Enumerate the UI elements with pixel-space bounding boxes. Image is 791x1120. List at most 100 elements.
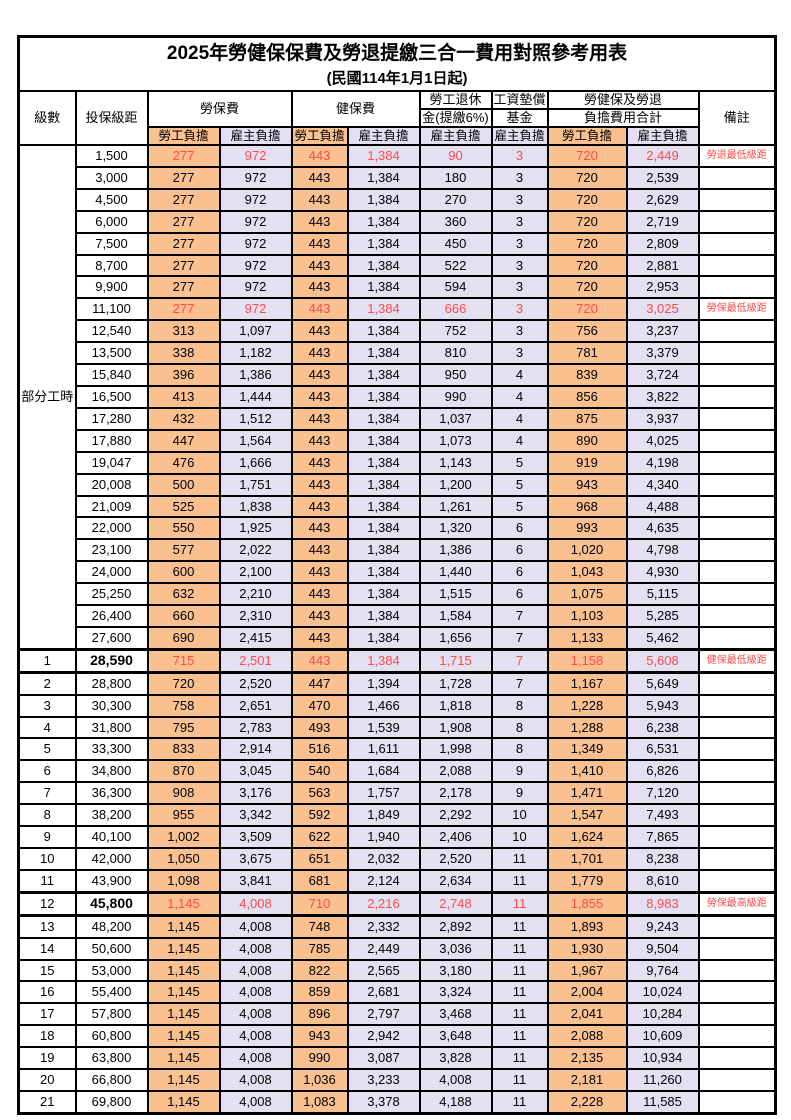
health-employee-cell: 443 bbox=[290, 165, 349, 190]
health-employee-cell: 443 bbox=[290, 538, 349, 563]
note-cell bbox=[697, 980, 777, 1005]
fund-employer-cell: 3 bbox=[490, 231, 549, 256]
labor-employer-cell: 1,444 bbox=[218, 384, 293, 409]
total-employer-cell: 2,449 bbox=[625, 144, 700, 168]
pension-employer-cell: 990 bbox=[418, 384, 493, 409]
table-row: 4,500 277 972 443 1,384 270 3 720 2,629 bbox=[19, 187, 777, 212]
note-cell: 健保最低級距 bbox=[697, 647, 777, 674]
pension-employer-cell: 450 bbox=[418, 231, 493, 256]
title-cell: 2025年勞健保保費及勞退提繳三合一費用對照參考用表 (民國114年1月1日起) bbox=[17, 35, 777, 92]
labor-employee-cell: 1,145 bbox=[146, 1024, 221, 1049]
bracket-cell: 69,800 bbox=[74, 1089, 149, 1115]
table-row: 13,500 338 1,182 443 1,384 810 3 781 3,379 bbox=[19, 341, 777, 366]
note-cell bbox=[697, 715, 777, 740]
labor-employer-cell: 972 bbox=[218, 209, 293, 234]
header-row-1: 級數 投保級距 勞保費 健保費 勞工退休 工資墊償 勞健保及勞退 備註 bbox=[17, 90, 777, 146]
health-employer-cell: 3,087 bbox=[346, 1046, 421, 1071]
health-employer-cell: 1,384 bbox=[346, 144, 421, 168]
labor-employer-cell: 972 bbox=[218, 187, 293, 212]
health-employer-cell: 1,384 bbox=[346, 516, 421, 541]
labor-employee-cell: 833 bbox=[146, 737, 221, 762]
health-employer-cell: 1,466 bbox=[346, 693, 421, 718]
health-employer-cell: 1,384 bbox=[346, 560, 421, 585]
health-employer-cell: 1,384 bbox=[346, 231, 421, 256]
total-employee-cell: 720 bbox=[546, 187, 628, 212]
total-employee-cell: 1,471 bbox=[546, 781, 628, 806]
fund-employer-cell: 3 bbox=[490, 253, 549, 278]
pension-employer-cell: 1,908 bbox=[418, 715, 493, 740]
labor-employer-cell: 1,838 bbox=[218, 494, 293, 519]
level-cell: 13 bbox=[17, 914, 77, 939]
level-cell: 20 bbox=[17, 1068, 77, 1092]
note-cell: 勞保最低級距 bbox=[697, 297, 777, 322]
subheader-pension-employer: 雇主負擔 bbox=[418, 126, 493, 146]
subheader-labor-employer: 雇主負擔 bbox=[218, 126, 293, 146]
labor-employee-cell: 795 bbox=[146, 715, 221, 740]
note-cell bbox=[697, 406, 777, 431]
labor-employer-cell: 4,008 bbox=[218, 1068, 293, 1092]
labor-employer-cell: 2,520 bbox=[218, 671, 293, 696]
table-row: 14 50,600 1,145 4,008 785 2,449 3,036 11 1,930 9,… bbox=[17, 936, 777, 961]
page-subtitle: (民國114年1月1日起) bbox=[326, 70, 468, 87]
pension-employer-cell: 3,648 bbox=[418, 1024, 493, 1049]
health-employee-cell: 470 bbox=[290, 693, 349, 718]
total-employee-cell: 2,228 bbox=[546, 1089, 628, 1115]
bracket-cell: 17,280 bbox=[74, 406, 149, 431]
level-cell: 11 bbox=[17, 868, 77, 894]
total-employer-cell: 5,115 bbox=[625, 582, 700, 607]
table-row: 5 33,300 833 2,914 516 1,611 1,998 8 1,349 6,531 bbox=[17, 737, 777, 762]
note-cell bbox=[697, 165, 777, 190]
health-employer-cell: 1,384 bbox=[346, 472, 421, 497]
health-employee-cell: 651 bbox=[290, 847, 349, 871]
health-employee-cell: 443 bbox=[290, 406, 349, 431]
health-employer-cell: 2,124 bbox=[346, 868, 421, 894]
labor-employee-cell: 1,145 bbox=[146, 914, 221, 939]
pension-employer-cell: 810 bbox=[418, 341, 493, 366]
labor-employee-cell: 1,002 bbox=[146, 825, 221, 849]
labor-employee-cell: 660 bbox=[146, 604, 221, 628]
total-employee-cell: 2,004 bbox=[546, 980, 628, 1005]
total-employee-cell: 720 bbox=[546, 231, 628, 256]
pension-employer-cell: 594 bbox=[418, 275, 493, 300]
labor-employer-cell: 4,008 bbox=[218, 890, 293, 917]
bracket-cell: 15,840 bbox=[74, 363, 149, 387]
total-employer-cell: 3,937 bbox=[625, 406, 700, 431]
health-employer-cell: 1,384 bbox=[346, 253, 421, 278]
note-cell bbox=[697, 847, 777, 871]
total-employee-cell: 720 bbox=[546, 144, 628, 168]
health-employer-cell: 1,384 bbox=[346, 363, 421, 387]
labor-employee-cell: 277 bbox=[146, 144, 221, 168]
fund-employer-cell: 5 bbox=[490, 472, 549, 497]
bracket-cell: 20,008 bbox=[74, 472, 149, 497]
table-row: 3,000 277 972 443 1,384 180 3 720 2,539 bbox=[19, 165, 777, 190]
total-employer-cell: 2,953 bbox=[625, 275, 700, 300]
health-employer-cell: 1,940 bbox=[346, 825, 421, 849]
pension-employer-cell: 1,440 bbox=[418, 560, 493, 585]
fund-employer-cell: 3 bbox=[490, 341, 549, 366]
labor-employee-cell: 1,145 bbox=[146, 1046, 221, 1071]
labor-employee-cell: 476 bbox=[146, 450, 221, 475]
level-cell: 8 bbox=[17, 803, 77, 828]
pension-employer-cell: 2,292 bbox=[418, 803, 493, 828]
bracket-cell: 17,880 bbox=[74, 428, 149, 453]
table-row: 10 42,000 1,050 3,675 651 2,032 2,520 11 1,701 8,… bbox=[17, 847, 777, 871]
pension-employer-cell: 2,520 bbox=[418, 847, 493, 871]
health-employer-cell: 1,384 bbox=[346, 209, 421, 234]
labor-employer-cell: 1,666 bbox=[218, 450, 293, 475]
subheader-fund-employer: 雇主負擔 bbox=[490, 126, 549, 146]
health-employee-cell: 710 bbox=[290, 890, 349, 917]
pension-employer-cell: 1,715 bbox=[418, 647, 493, 674]
table-row: 16,500 413 1,444 443 1,384 990 4 856 3,822 bbox=[19, 384, 777, 409]
table-row: 22,000 550 1,925 443 1,384 1,320 6 993 4,635 bbox=[19, 516, 777, 541]
bracket-cell: 11,100 bbox=[74, 297, 149, 322]
table-row: 4 31,800 795 2,783 493 1,539 1,908 8 1,288 6,238 bbox=[17, 715, 777, 740]
health-employer-cell: 1,384 bbox=[346, 341, 421, 366]
bracket-cell: 50,600 bbox=[74, 936, 149, 961]
fund-employer-cell: 8 bbox=[490, 737, 549, 762]
level-cell: 18 bbox=[17, 1024, 77, 1049]
labor-employer-cell: 3,045 bbox=[218, 759, 293, 784]
health-employee-cell: 785 bbox=[290, 936, 349, 961]
fund-employer-cell: 10 bbox=[490, 803, 549, 828]
fund-employer-cell: 3 bbox=[490, 319, 549, 344]
health-employer-cell: 1,384 bbox=[346, 275, 421, 300]
